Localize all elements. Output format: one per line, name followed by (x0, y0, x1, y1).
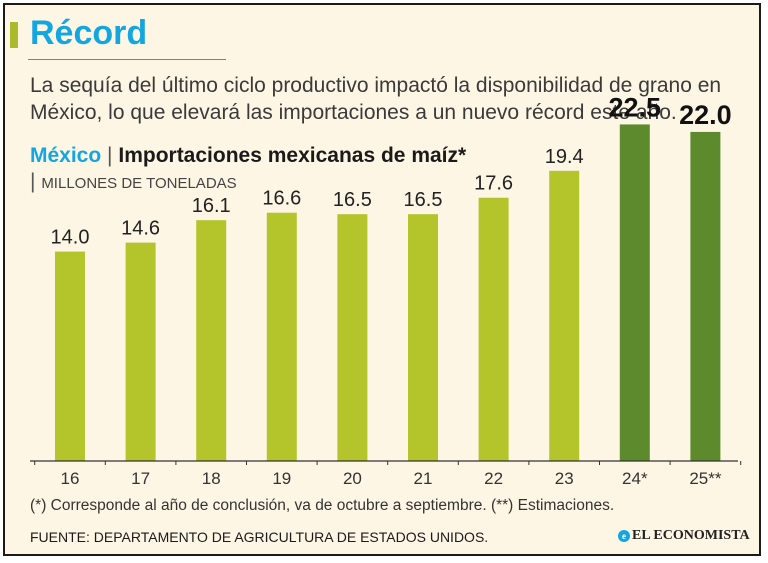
bar-value-label: 14.0 (51, 227, 90, 249)
chart-country: México (30, 144, 102, 167)
x-tick-label: 22 (484, 469, 503, 488)
title-accent-bar (10, 22, 18, 48)
bar-23 (549, 170, 580, 461)
bar-21 (408, 214, 438, 461)
chart-unit-separator: | (30, 170, 36, 193)
title-underline (28, 59, 226, 60)
bar-value-label: 17.6 (474, 173, 513, 195)
bar-value-label: 16.5 (404, 189, 443, 211)
bar-value-label: 16.6 (262, 188, 301, 210)
chart-unit: MILLONES DE TONELADAS (41, 175, 237, 192)
subtitle: La sequía del último ciclo productivo im… (30, 74, 722, 124)
bar-value-label: 22.0 (679, 100, 732, 130)
x-tick-label: 18 (202, 469, 221, 488)
bar-19 (266, 212, 297, 461)
x-tick-label: 19 (272, 469, 291, 488)
bar-value-label: 22.5 (609, 92, 662, 122)
x-tick-label: 20 (343, 469, 362, 488)
bar-17 (125, 242, 156, 461)
source-note: FUENTE: DEPARTAMENTO DE AGRICULTURA DE E… (30, 529, 489, 545)
chart-title-block: México | Importaciones mexicanas de maíz… (30, 143, 470, 197)
bar-24* (619, 124, 650, 461)
bar-25** (690, 131, 721, 461)
bar-16 (55, 251, 85, 461)
x-tick-label: 21 (414, 469, 433, 488)
bar-22 (478, 197, 509, 461)
page-title: Récord (30, 14, 148, 52)
bar-value-label: 16.1 (192, 195, 231, 217)
x-tick-label: 23 (555, 469, 574, 488)
bar-value-label: 16.5 (333, 189, 372, 211)
x-tick-label: 16 (61, 469, 80, 488)
bar-value-label: 19.4 (545, 146, 584, 168)
bar-20 (337, 214, 368, 461)
bar-18 (196, 220, 227, 461)
footnote: (*) Corresponde al año de conclusión, va… (30, 497, 615, 514)
e-logo-icon: e (618, 530, 630, 542)
chart-title-separator: | (107, 144, 113, 167)
x-tick-label: 25** (689, 469, 722, 488)
bar-value-label: 14.6 (121, 218, 160, 240)
chart-title: Importaciones mexicanas de maíz* (118, 144, 467, 167)
x-tick-label: 17 (131, 469, 150, 488)
brand-logo: e EL ECONOMISTA (618, 528, 750, 544)
x-tick-label: 24* (622, 469, 648, 488)
brand-name: EL ECONOMISTA (632, 528, 750, 543)
